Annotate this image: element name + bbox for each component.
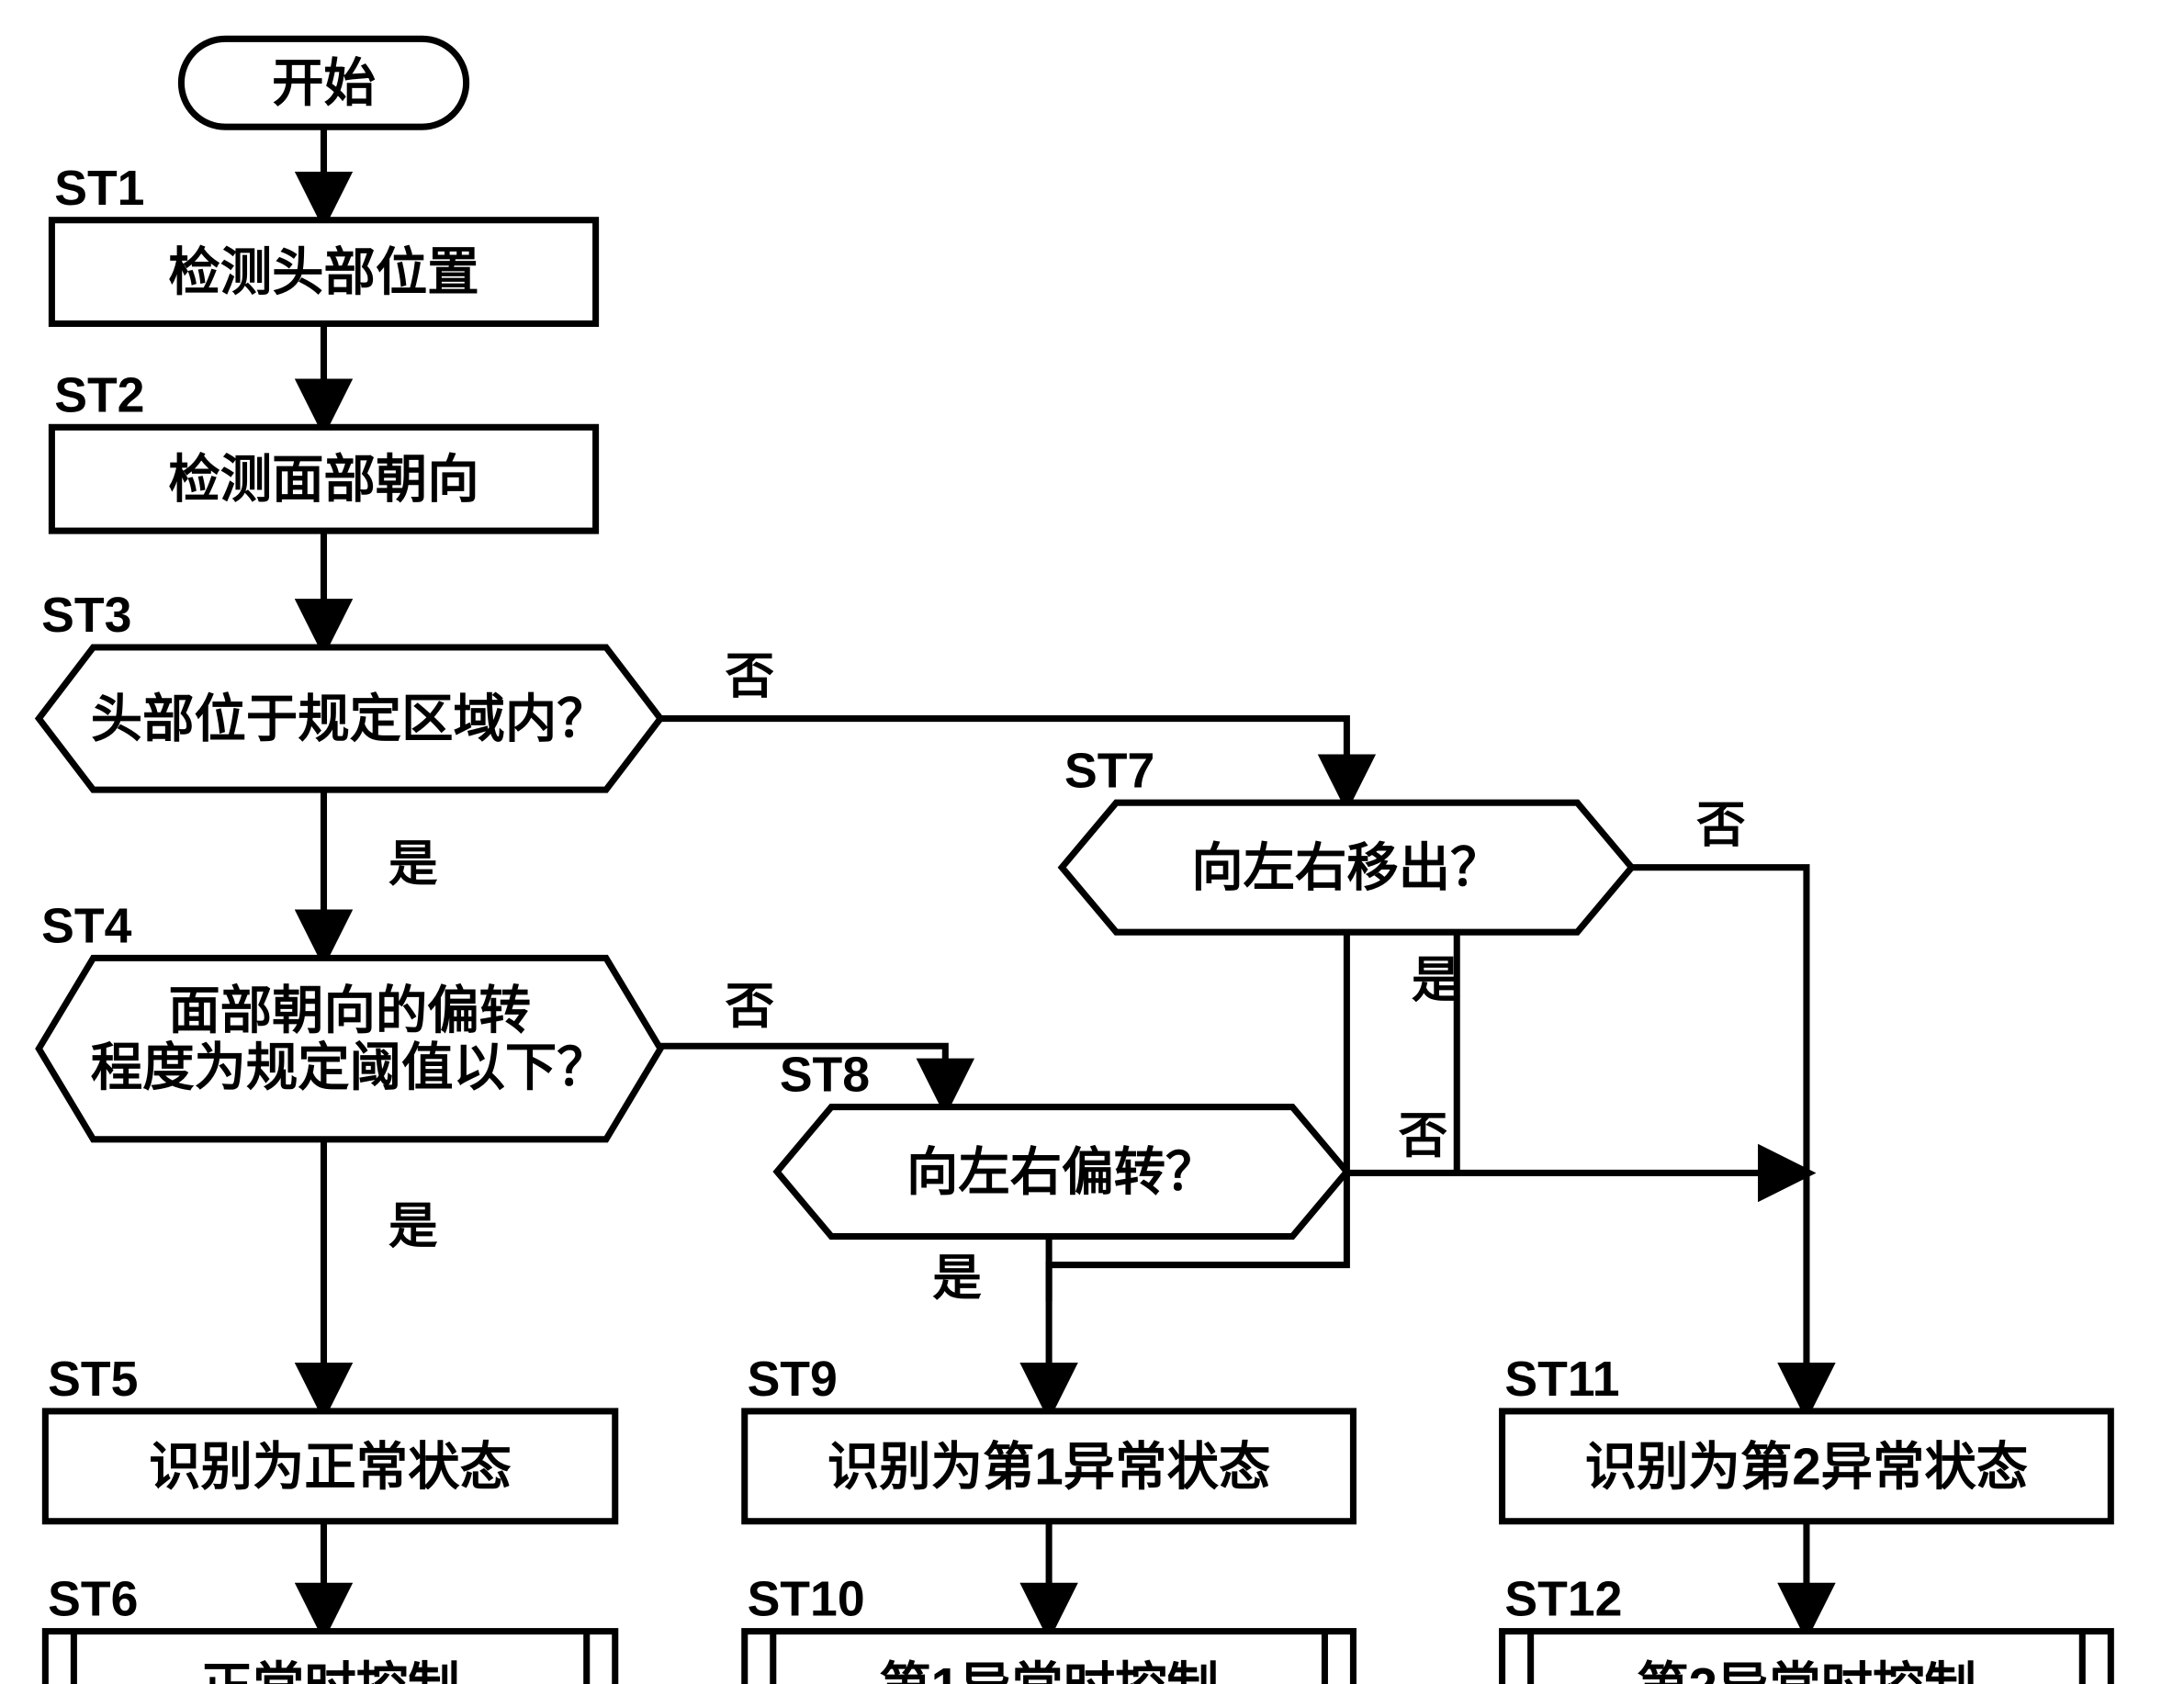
node-text: 识别为第1异常状态 [827, 1437, 1270, 1495]
node-text: 向左右移出？ [1191, 838, 1502, 896]
step-label: ST4 [41, 898, 131, 953]
flowchart-diagram: 是是否否是否是否开始ST1检测头部位置ST2检测面部朝向ST3头部位于规定区域内… [0, 0, 2184, 1684]
edge-label: 否 [1399, 1108, 1448, 1163]
node-text: 头部位于规定区域内？ [91, 690, 609, 747]
step-label: ST12 [1504, 1572, 1622, 1627]
step-label: ST1 [54, 161, 144, 216]
node-text: 向左右偏转？ [906, 1143, 1217, 1201]
nodes-group: 开始 ST1 检测头部位置 ST2 检测面部朝向 ST3 头部位于规定区域内？ ST4 面部朝向… [39, 39, 2111, 1684]
node-text: 识别为第2异常状态 [1585, 1437, 2028, 1495]
node-text: 开始 [272, 54, 376, 112]
step-label: ST11 [1504, 1352, 1619, 1407]
edge-label: 是 [388, 836, 438, 892]
node-text: 正常时控制 [201, 1657, 460, 1684]
edge-label: 否 [1696, 798, 1746, 853]
step-label: ST5 [48, 1352, 138, 1407]
step-label: ST6 [48, 1572, 138, 1627]
node-text: 面部朝向的偏转程度为规定阈值以下？ [91, 982, 609, 1096]
step-label: ST2 [54, 367, 144, 422]
flow-edge [660, 719, 1346, 803]
step-label: ST7 [1064, 743, 1154, 798]
node-text: 检测面部朝向 [168, 450, 478, 508]
step-label: ST10 [748, 1572, 865, 1627]
node-text: 第1异常时控制 [879, 1657, 1219, 1684]
step-label: ST3 [41, 588, 131, 643]
node-text: 识别为正常状态 [149, 1437, 512, 1495]
edge-label: 是 [932, 1251, 982, 1306]
node-text: 第2异常时控制 [1637, 1657, 1976, 1684]
node-text: 检测头部位置 [168, 243, 478, 301]
edge-label: 否 [726, 979, 775, 1034]
edge-label: 是 [388, 1199, 438, 1254]
flow-edge [1632, 868, 1807, 1411]
step-label: ST9 [748, 1352, 838, 1407]
step-label: ST8 [780, 1048, 870, 1103]
edge-label: 否 [726, 648, 775, 703]
